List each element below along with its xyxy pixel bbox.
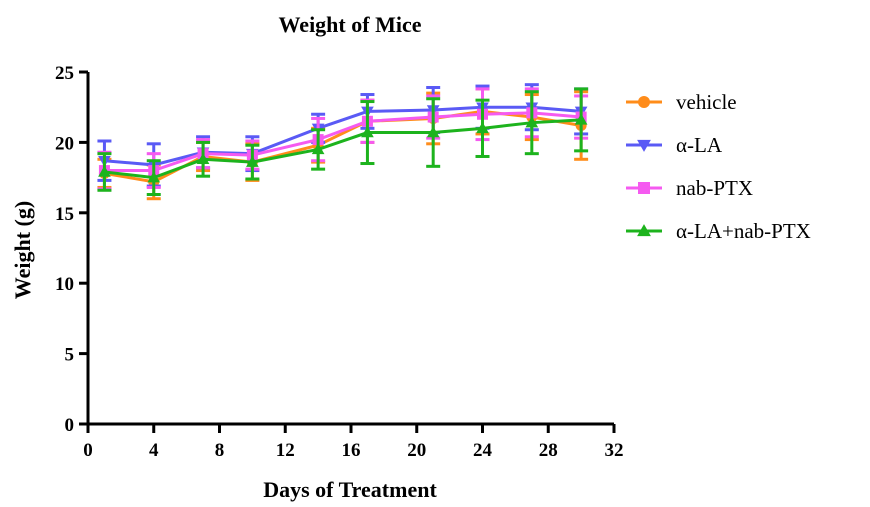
x-tick-label: 32 xyxy=(605,440,624,461)
y-axis-label: Weight (g) xyxy=(10,201,35,299)
data-point xyxy=(574,113,588,125)
legend-label: α-LA xyxy=(676,133,723,157)
y-tick-label: 10 xyxy=(55,274,74,295)
y-tick-label: 0 xyxy=(65,415,75,436)
data-point xyxy=(147,171,161,183)
x-tick-label: 28 xyxy=(539,440,558,461)
y-tick-label: 5 xyxy=(65,345,75,366)
x-axis-label: Days of Treatment xyxy=(263,477,437,502)
series-line xyxy=(104,105,582,167)
x-tick-label: 4 xyxy=(149,440,159,461)
data-point xyxy=(361,126,374,138)
legend-marker xyxy=(638,182,650,194)
series-line xyxy=(104,118,582,180)
legend-entry: α-LA xyxy=(626,133,723,157)
series-line xyxy=(104,109,582,184)
data-point xyxy=(525,116,539,128)
chart-title: Weight of Mice xyxy=(279,12,422,37)
data-point xyxy=(196,152,210,165)
data-point xyxy=(98,165,111,177)
legend-entry: nab-PTX xyxy=(626,176,753,200)
x-tick-label: 20 xyxy=(407,440,426,461)
x-tick-label: 12 xyxy=(276,440,295,461)
x-tick-label: 16 xyxy=(342,440,361,461)
y-tick-label: 20 xyxy=(55,133,74,154)
data-point xyxy=(476,121,489,134)
x-tick-label: 8 xyxy=(215,440,225,461)
axes: 0 5 10 15 20 25 0 4 8 12 16 20 24 28 32 xyxy=(55,63,624,461)
series-0 xyxy=(97,87,589,201)
data-point xyxy=(311,143,325,155)
legend: vehicle α-LA nab-PTX α-LA+nab-PTX xyxy=(626,90,811,243)
y-tick-label: 15 xyxy=(55,204,74,225)
x-tick-label: 24 xyxy=(473,440,493,461)
y-tick-label: 25 xyxy=(55,63,74,84)
data-point xyxy=(426,126,440,138)
series-layer xyxy=(97,83,589,201)
data-point xyxy=(246,155,259,167)
series-3 xyxy=(97,87,589,196)
legend-entry: vehicle xyxy=(626,90,737,114)
legend-label: vehicle xyxy=(676,90,737,114)
series-line xyxy=(104,111,582,173)
legend-marker xyxy=(637,224,651,237)
legend-label: α-LA+nab-PTX xyxy=(676,219,811,243)
x-tick-label: 0 xyxy=(83,440,93,461)
legend-entry: α-LA+nab-PTX xyxy=(626,219,811,243)
legend-label: nab-PTX xyxy=(676,176,753,200)
legend-marker xyxy=(638,96,650,108)
legend-marker xyxy=(637,139,651,152)
